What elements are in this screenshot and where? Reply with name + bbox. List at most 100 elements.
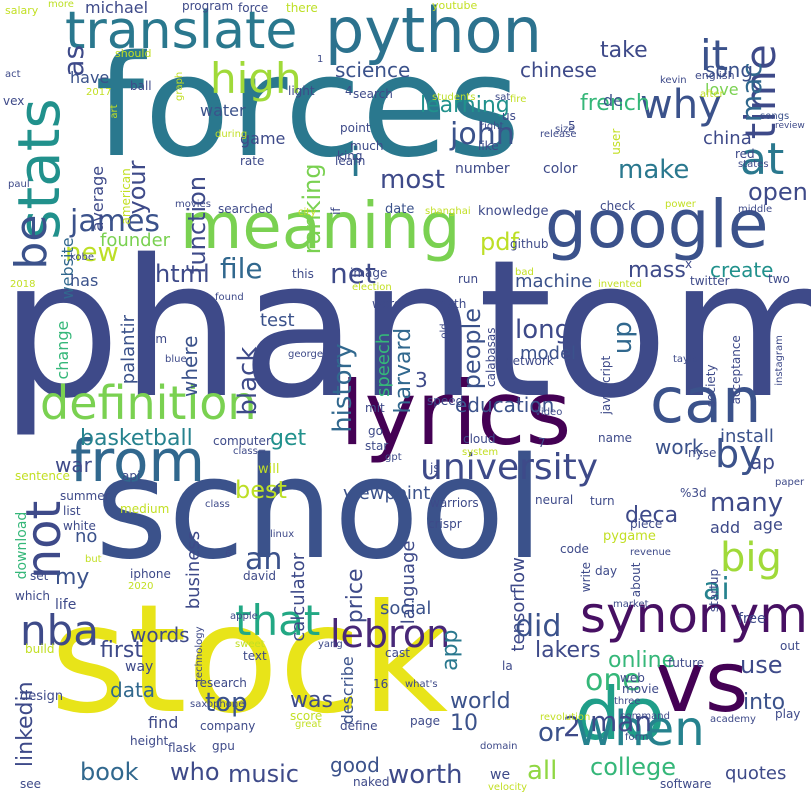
word-why: why (640, 82, 722, 128)
word-this: this (292, 267, 314, 281)
word-power: power (665, 199, 696, 210)
word-la: la (502, 659, 513, 673)
word-form: form (625, 732, 649, 743)
word-math: math (435, 297, 467, 311)
word-red: red (735, 147, 755, 161)
word-network: network (505, 354, 554, 368)
word-science: science (335, 58, 411, 82)
word-learn: learn (335, 154, 366, 168)
word-change: change (53, 320, 72, 380)
word-model: model (520, 343, 577, 364)
word-api: api (122, 469, 141, 483)
word-word: word (372, 297, 402, 311)
word-2020: 2020 (128, 581, 154, 592)
word-add: add (710, 518, 741, 537)
word-sat: sat (495, 92, 511, 103)
word-test: test (260, 310, 295, 331)
word-high: high (210, 54, 302, 103)
word-vex: vex (3, 94, 25, 108)
word-knowledge: knowledge (478, 204, 549, 219)
word-size: size (555, 124, 575, 135)
word-research: research (195, 676, 247, 690)
word-we: we (490, 767, 511, 783)
word-design: design (20, 689, 64, 704)
word-saxophone: saxophone (190, 699, 245, 710)
word-technology: technology (194, 626, 205, 682)
word-school: school (95, 428, 544, 591)
word-viewpoint: viewpoint (343, 483, 431, 504)
word-flask: flask (168, 741, 197, 755)
word-revolution: revolution (540, 712, 591, 723)
word-academy: academy (710, 714, 756, 725)
word-kevin: kevin (660, 75, 687, 86)
word-use: use (740, 651, 783, 679)
word-6: 6 (225, 549, 232, 560)
word-find: find (148, 713, 179, 732)
word-ap: ap (750, 450, 775, 474)
word-which: which (15, 589, 50, 603)
word-day: day (595, 564, 618, 578)
word-am: am (148, 332, 168, 346)
word-light: light (288, 84, 315, 98)
word-4: 4 (345, 84, 353, 98)
word-an: an (245, 542, 283, 577)
word-class: class= (233, 446, 267, 457)
word-future: future (668, 656, 705, 670)
word-up: up (608, 321, 638, 355)
word-graph: graph (174, 71, 185, 101)
word-should: should (115, 47, 152, 60)
word-work: work (655, 435, 704, 459)
word-invented: invented (598, 279, 642, 290)
word-life: life (55, 597, 77, 613)
word-apple: apple (230, 611, 258, 622)
word-javascript: javascript (599, 355, 613, 415)
word-crispr: crispr (428, 517, 462, 531)
word-searched: searched (218, 202, 273, 216)
word-point: point (340, 121, 371, 135)
word-chinese: chinese (520, 58, 597, 82)
word-where: where (178, 335, 202, 397)
word-calculator: calculator (288, 552, 309, 642)
word-play: play (775, 707, 801, 721)
word-old: old (439, 323, 450, 339)
word-online: online (608, 648, 676, 673)
word-it: it (700, 31, 729, 80)
word-ball: ball (130, 79, 152, 93)
word-movies: movies (175, 199, 211, 210)
word-synonym: synonym (580, 586, 808, 644)
word-right: right (480, 121, 504, 132)
word-fire: fire (510, 94, 527, 105)
word-shanghai: shanghai (425, 206, 471, 217)
word-nyse: nyse (688, 446, 717, 460)
word-create: create (710, 258, 774, 282)
word-2018: 2018 (10, 279, 36, 290)
word-social: social (380, 598, 432, 619)
word-neural: neural (535, 493, 574, 507)
word-english: english (695, 69, 735, 82)
word-after: after (700, 89, 724, 100)
word-lakers: lakers (535, 638, 601, 663)
word-open: open (748, 178, 808, 206)
word-medium: medium (120, 502, 170, 516)
word-american: american (119, 168, 133, 225)
word-3d: %3d (680, 486, 707, 500)
word-did: did (515, 609, 562, 644)
word-user: user (609, 128, 623, 155)
word-page: page (410, 714, 440, 728)
word-movie: movie (622, 682, 659, 696)
word-best: best (235, 476, 287, 504)
word-html: html (155, 260, 210, 288)
word-about: about (629, 562, 643, 598)
word-but: but (85, 554, 102, 565)
word-blue: blue (165, 354, 187, 365)
word-see: see (20, 777, 42, 791)
word-run: run (458, 272, 479, 286)
word-vs: vs (655, 633, 749, 731)
word-three: three (614, 696, 641, 707)
word-into: into (743, 690, 786, 715)
word-rate: rate (240, 154, 265, 168)
word-sentence: sentence (15, 469, 70, 483)
word-king: king (337, 149, 363, 163)
word-what-s: what's (405, 679, 438, 690)
